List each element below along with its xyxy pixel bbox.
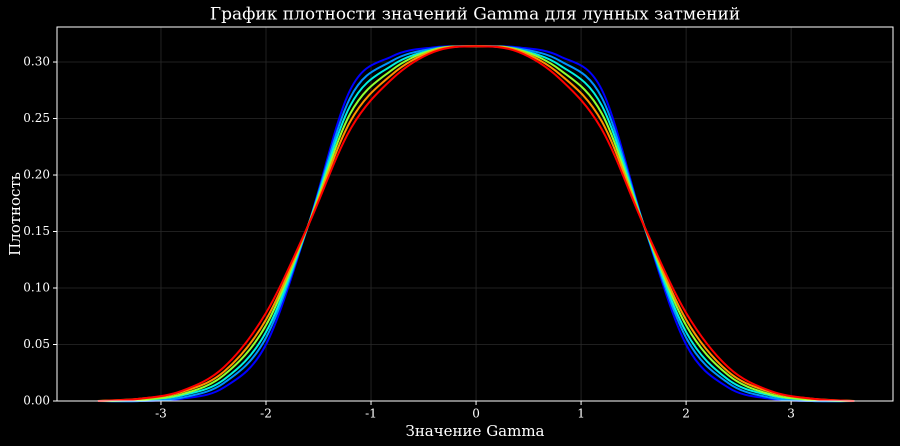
x-tick-label: -3 (155, 407, 167, 421)
x-tick-label: 3 (787, 407, 795, 421)
y-tick-label: 0.15 (23, 224, 50, 238)
x-tick-label: 0 (472, 407, 480, 421)
x-tick-label: -2 (260, 407, 272, 421)
chart-title: График плотности значений Gamma для лунн… (210, 5, 740, 25)
plot-frame (56, 26, 894, 402)
y-tick-label: 0.25 (23, 111, 50, 125)
y-tick-label: 0.30 (23, 55, 50, 69)
x-tick-label: 2 (682, 407, 690, 421)
y-tick-label: 0.10 (23, 281, 50, 295)
y-tick-label: 0.00 (23, 394, 50, 408)
x-axis-label: Значение Gamma (405, 422, 544, 440)
y-tick-label: 0.05 (23, 337, 50, 351)
x-tick-label: -1 (365, 407, 377, 421)
x-tick-label: 1 (577, 407, 585, 421)
density-line (97, 45, 855, 402)
y-tick-label: 0.20 (23, 168, 50, 182)
y-axis-label: Плотность (6, 172, 24, 256)
